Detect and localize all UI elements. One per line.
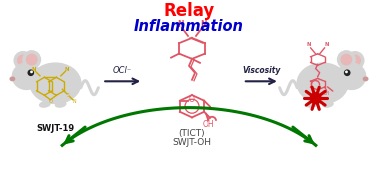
Text: N: N [324,42,329,47]
Text: O: O [189,95,195,104]
Text: O: O [316,78,319,83]
Text: OH: OH [202,120,214,129]
Ellipse shape [323,102,333,107]
Ellipse shape [297,63,348,103]
Text: N: N [177,20,183,29]
Text: Inflammation: Inflammation [134,19,244,34]
Text: OCl⁻: OCl⁻ [113,66,132,75]
Circle shape [345,70,350,75]
Circle shape [346,52,364,69]
Text: OH: OH [323,92,330,97]
Ellipse shape [307,102,317,107]
Text: Relay: Relay [163,2,215,20]
Ellipse shape [10,77,15,81]
Circle shape [350,55,360,66]
Circle shape [18,55,28,66]
Circle shape [346,71,347,73]
Text: N: N [307,42,311,47]
Text: Viscosity: Viscosity [243,66,281,75]
Circle shape [23,51,40,68]
Circle shape [28,70,33,75]
Ellipse shape [56,102,66,107]
Circle shape [26,54,37,65]
Circle shape [338,51,355,68]
Text: (TICT): (TICT) [179,129,205,138]
Ellipse shape [363,77,368,81]
Ellipse shape [40,102,50,107]
Ellipse shape [12,63,40,89]
Text: O: O [48,100,53,105]
Text: S: S [67,93,70,98]
Circle shape [310,93,321,104]
Text: N: N [201,20,207,29]
Circle shape [31,71,32,73]
Text: N: N [65,67,69,72]
Circle shape [14,52,32,69]
Text: SWJT-19: SWJT-19 [36,124,74,133]
Text: SWJT-OH: SWJT-OH [172,138,212,147]
Circle shape [341,54,352,65]
Text: N: N [73,99,76,104]
Ellipse shape [338,63,366,89]
Ellipse shape [30,63,81,103]
Text: N: N [32,67,36,72]
